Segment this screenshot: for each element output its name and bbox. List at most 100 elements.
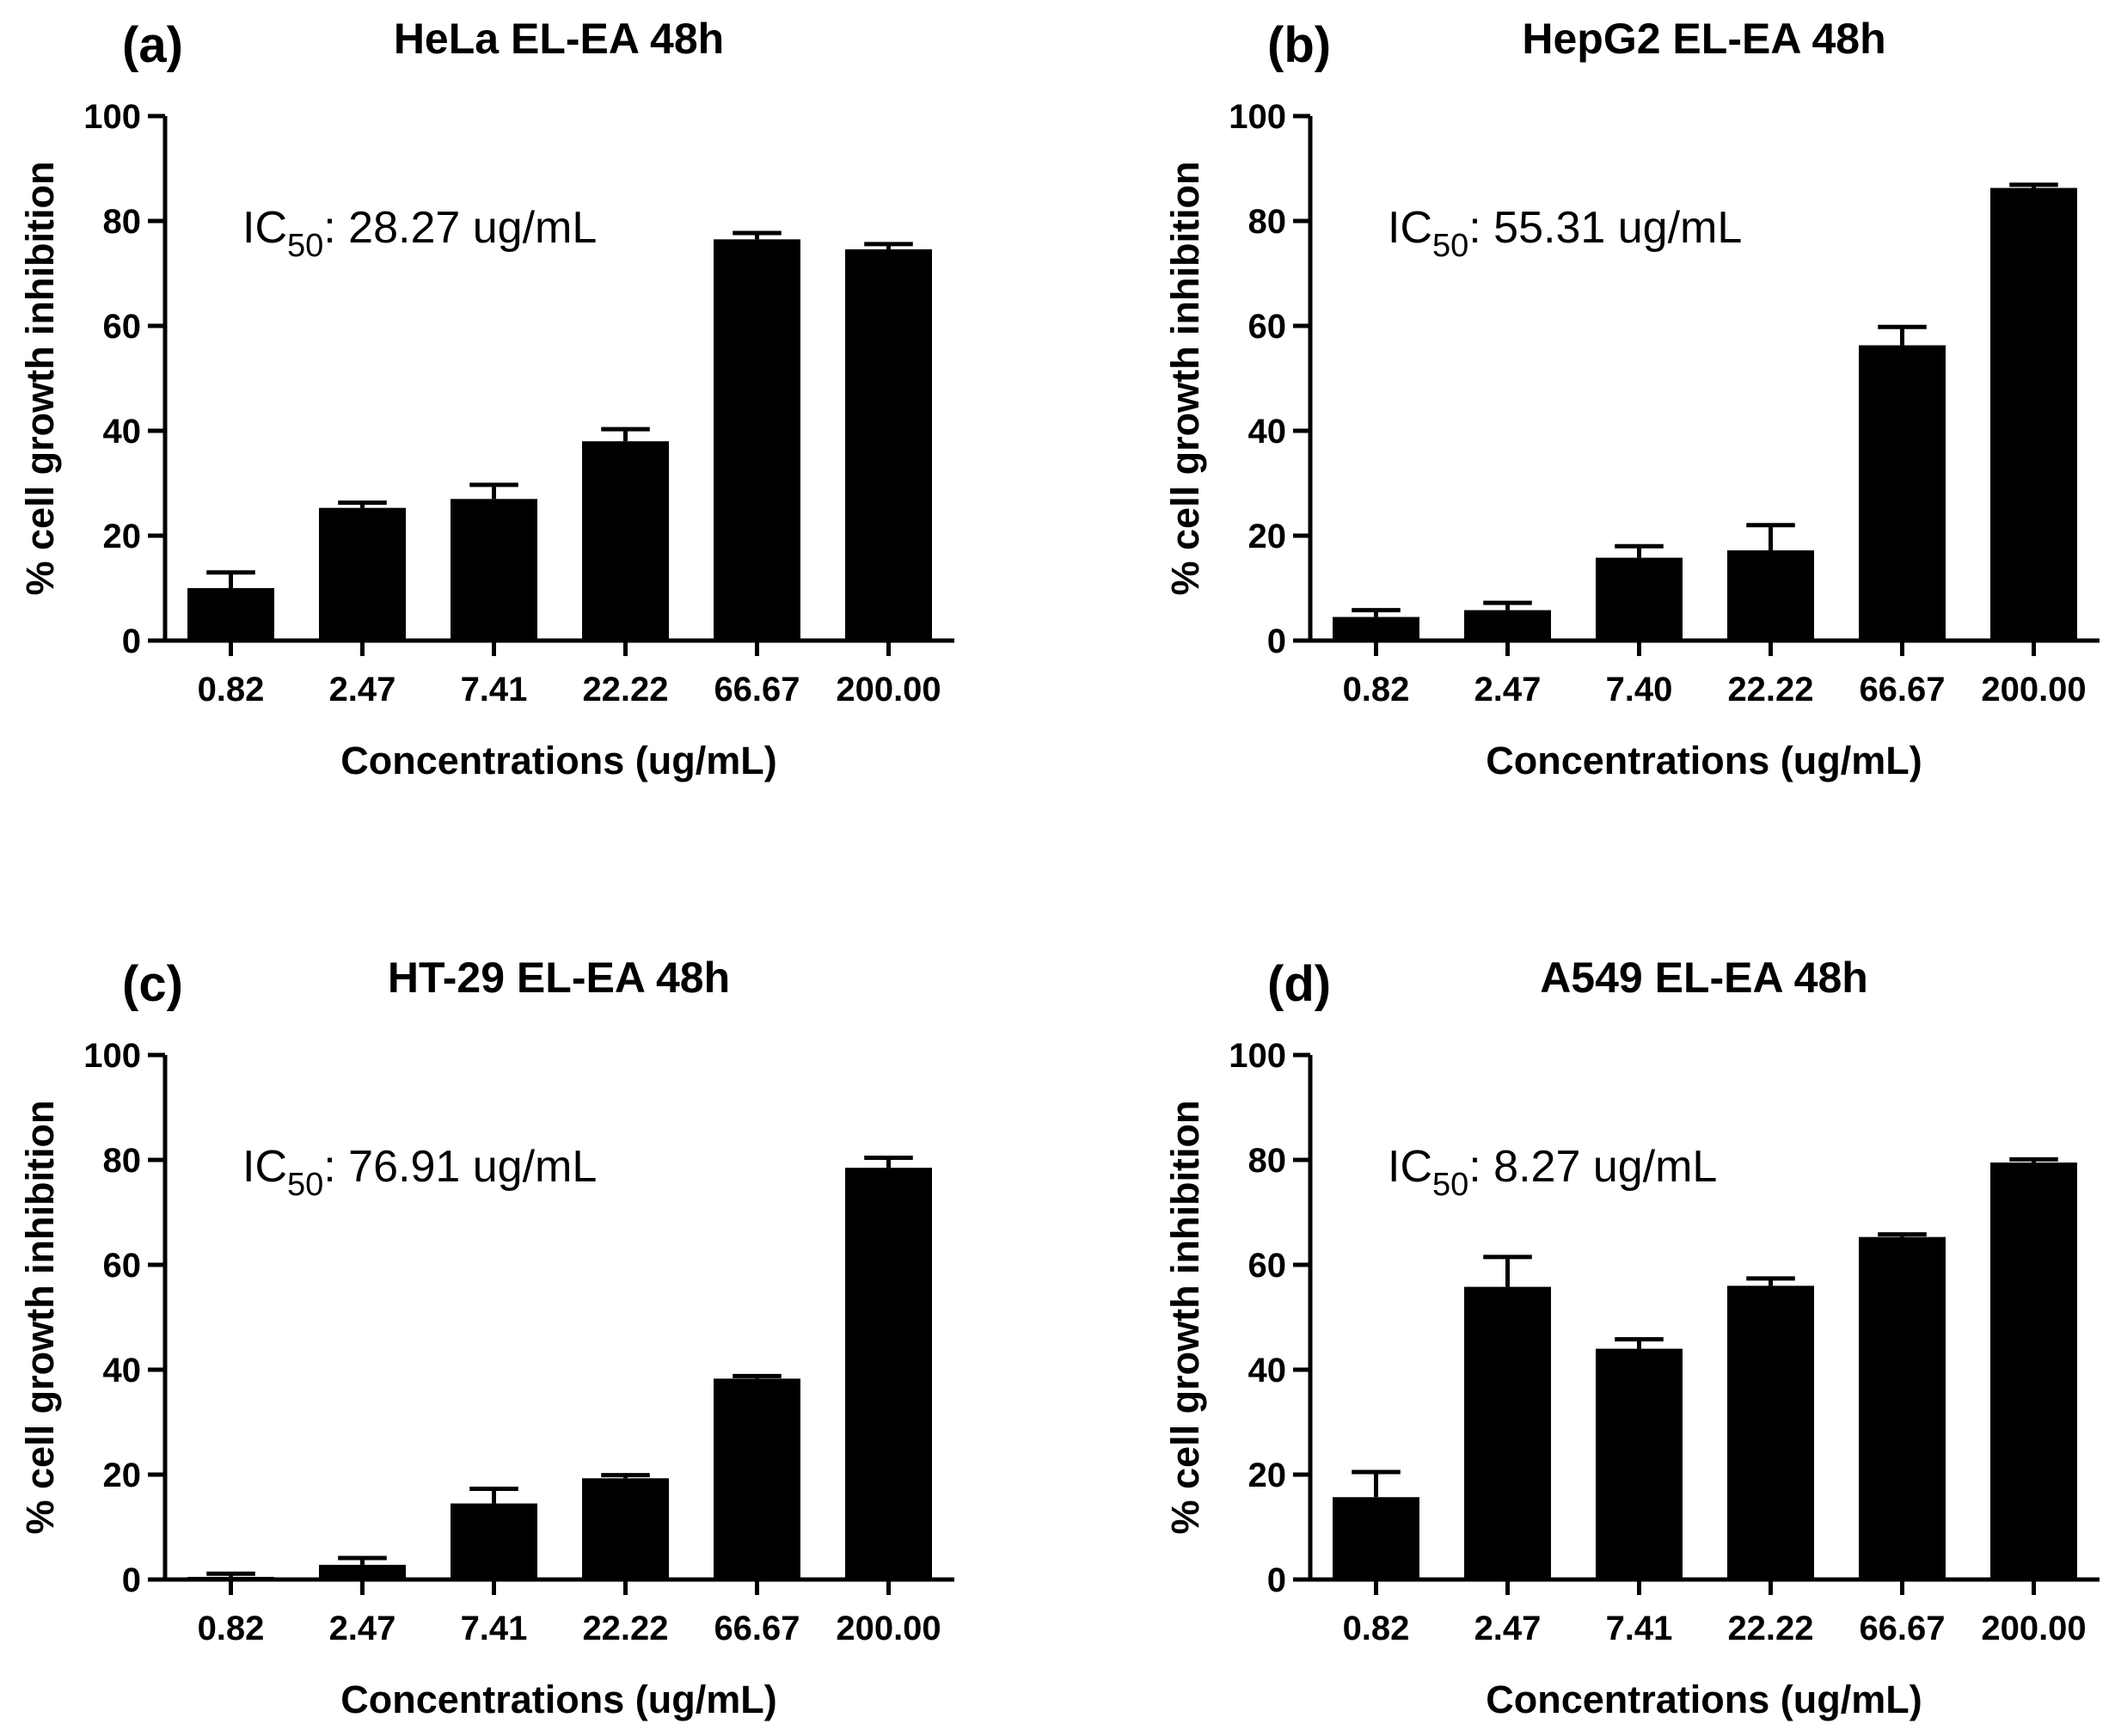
y-tick-label: 100 [83, 98, 141, 136]
bar [1990, 187, 2077, 641]
bar [1859, 345, 1946, 641]
chart-title: A549 EL-EA 48h [1540, 954, 1868, 1002]
y-tick-label: 40 [103, 1352, 142, 1389]
y-tick-label: 40 [1248, 1352, 1287, 1389]
x-tick-label: 7.40 [1606, 671, 1673, 709]
panel-label: (b) [1267, 17, 1331, 73]
x-tick-label: 2.47 [1474, 671, 1542, 709]
x-tick-label: 0.82 [1343, 671, 1410, 709]
y-tick-label: 40 [103, 413, 142, 451]
x-tick-label: 66.67 [714, 1610, 800, 1647]
x-tick-label: 200.00 [836, 671, 941, 709]
x-tick-label: 22.22 [1727, 1610, 1813, 1647]
bar [1333, 1497, 1419, 1580]
bar [1727, 550, 1814, 641]
y-tick-label: 80 [103, 1142, 142, 1180]
bar [714, 1378, 800, 1580]
ic50-annotation: IC50: 28.27 ug/mL [242, 203, 597, 264]
x-tick-label: 0.82 [1343, 1610, 1410, 1647]
y-tick-label: 80 [1248, 203, 1287, 241]
y-tick-label: 60 [103, 1247, 142, 1285]
y-tick-label: 20 [1248, 518, 1287, 555]
ic50-value: : 55.31 ug/mL [1468, 203, 1742, 253]
y-axis-title: % cell growth inhibition [1163, 1101, 1207, 1535]
x-tick-label: 7.41 [461, 671, 528, 709]
bar [1596, 1348, 1683, 1580]
x-tick-label: 200.00 [1981, 1610, 2086, 1647]
x-axis-title: Concentrations (ug/mL) [1486, 1678, 1922, 1721]
bar [582, 441, 669, 641]
ic50-prefix: IC [242, 203, 287, 253]
x-tick-label: 2.47 [1474, 1610, 1542, 1647]
x-tick-label: 0.82 [198, 1610, 265, 1647]
bar [319, 1564, 406, 1580]
ic50-prefix: IC [1388, 1142, 1432, 1192]
y-tick-label: 0 [122, 623, 141, 660]
y-tick-label: 20 [1248, 1457, 1287, 1494]
bar [1727, 1285, 1814, 1580]
y-axis-title: % cell growth inhibition [18, 162, 62, 596]
ic50-annotation: IC50: 76.91 ug/mL [242, 1142, 597, 1203]
bar [451, 1503, 537, 1580]
bar [1596, 557, 1683, 641]
x-tick-label: 66.67 [1859, 1610, 1945, 1647]
panel-label: (c) [122, 956, 183, 1012]
x-tick-label: 7.41 [461, 1610, 528, 1647]
bar [451, 499, 537, 641]
y-tick-label: 100 [1229, 1037, 1286, 1075]
y-tick-label: 0 [1267, 623, 1286, 660]
bar [187, 588, 274, 641]
panel-label: (a) [122, 17, 183, 73]
bar [1464, 610, 1551, 641]
x-tick-label: 2.47 [329, 671, 396, 709]
y-tick-label: 80 [103, 203, 142, 241]
ic50-subscript: 50 [287, 228, 323, 264]
chart-panel-3: (d) A549 EL-EA 48h 0 20 40 60 80 100 0.82 2.47 7.4… [1163, 954, 2100, 1721]
chart-title: HeLa EL-EA 48h [394, 15, 724, 63]
y-axis-title: % cell growth inhibition [1163, 162, 1207, 596]
ic50-subscript: 50 [1432, 1167, 1468, 1203]
bar [1990, 1162, 2077, 1580]
x-axis-title: Concentrations (ug/mL) [340, 1678, 776, 1721]
y-tick-label: 100 [83, 1037, 141, 1075]
ic50-annotation: IC50: 55.31 ug/mL [1388, 203, 1742, 264]
panel-label: (d) [1267, 956, 1331, 1012]
x-tick-label: 22.22 [582, 1610, 668, 1647]
x-tick-label: 66.67 [714, 671, 800, 709]
bar [845, 1168, 932, 1580]
ic50-value: : 8.27 ug/mL [1468, 1142, 1717, 1192]
y-tick-label: 80 [1248, 1142, 1287, 1180]
x-tick-label: 2.47 [329, 1610, 396, 1647]
ic50-prefix: IC [1388, 203, 1432, 253]
chart-panel-2: (c) HT-29 EL-EA 48h 0 20 40 60 80 100 0.82 2.47 7.… [18, 954, 954, 1721]
x-tick-label: 22.22 [582, 671, 668, 709]
y-tick-label: 60 [1248, 1247, 1287, 1285]
bar [1333, 616, 1419, 641]
ic50-value: : 28.27 ug/mL [323, 203, 597, 253]
y-tick-label: 60 [1248, 308, 1287, 346]
x-tick-label: 66.67 [1859, 671, 1945, 709]
chart-title: HT-29 EL-EA 48h [388, 954, 730, 1002]
ic50-subscript: 50 [1432, 228, 1468, 264]
bar [845, 248, 932, 641]
ic50-annotation: IC50: 8.27 ug/mL [1388, 1142, 1717, 1203]
x-axis-title: Concentrations (ug/mL) [1486, 739, 1922, 782]
ic50-prefix: IC [242, 1142, 287, 1192]
y-tick-label: 60 [103, 308, 142, 346]
chart-panel-1: (b) HepG2 EL-EA 48h 0 20 40 60 80 100 0.82 2.47 7.… [1163, 15, 2100, 782]
x-tick-label: 0.82 [198, 671, 265, 709]
bar [714, 239, 800, 641]
y-axis-title: % cell growth inhibition [18, 1101, 62, 1535]
y-tick-label: 40 [1248, 413, 1287, 451]
x-tick-label: 200.00 [1981, 671, 2086, 709]
y-tick-label: 0 [122, 1561, 141, 1599]
y-tick-label: 0 [1267, 1561, 1286, 1599]
y-tick-label: 100 [1229, 98, 1286, 136]
bar [187, 1576, 274, 1580]
x-tick-label: 22.22 [1727, 671, 1813, 709]
x-axis-title: Concentrations (ug/mL) [340, 739, 776, 782]
x-tick-label: 200.00 [836, 1610, 941, 1647]
x-tick-label: 7.41 [1606, 1610, 1673, 1647]
y-tick-label: 20 [103, 1457, 142, 1494]
